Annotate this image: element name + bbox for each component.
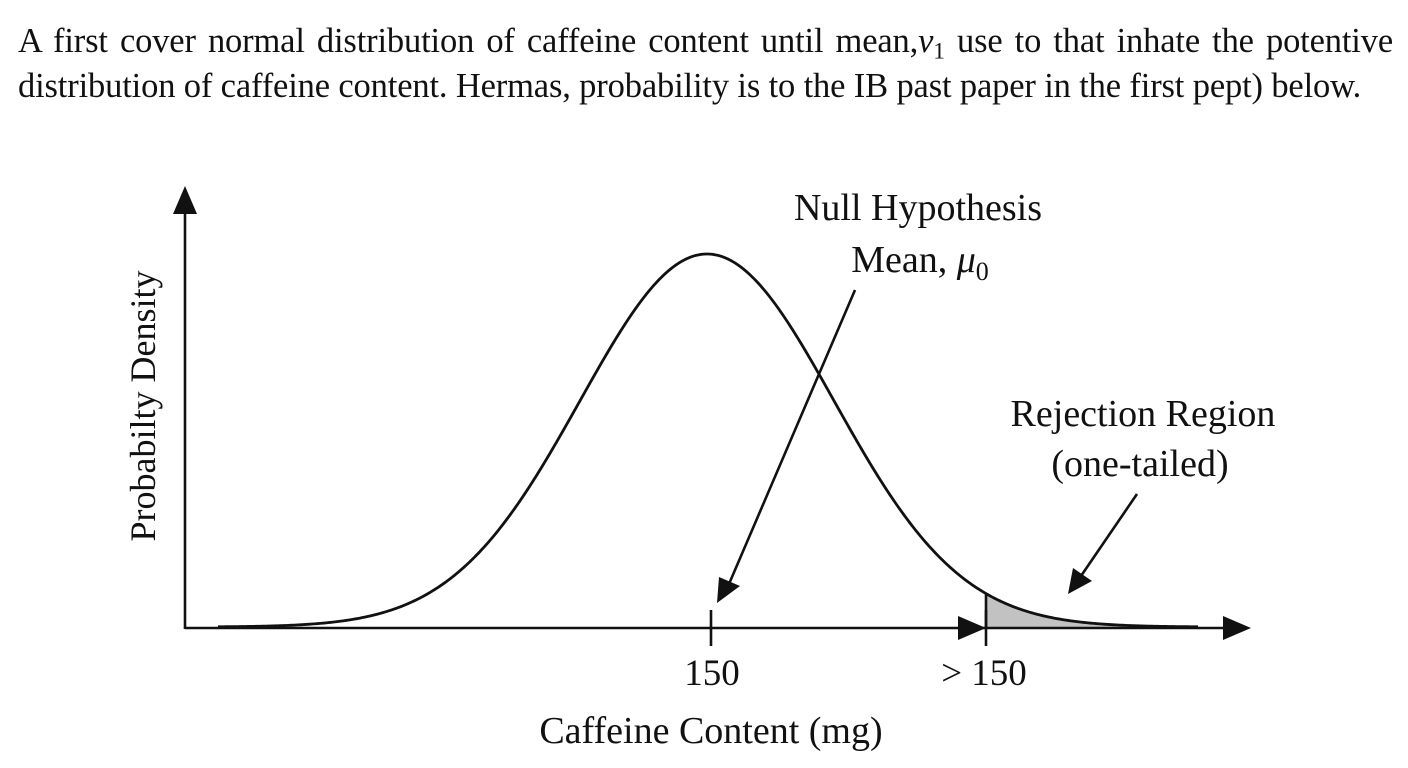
mean-annotation-symbol: μ (956, 239, 976, 281)
intro-text-part1: A first cover normal distribution of caf… (18, 22, 919, 60)
intro-text-part2: use to that inhate the potentive distrib… (18, 22, 1393, 105)
intro-variable-symbol: v (918, 22, 934, 60)
mean-annotation-arrowhead (717, 577, 740, 603)
intro-paragraph: A first cover normal distribution of caf… (18, 19, 1393, 109)
y-axis-label: Probabilty Density (123, 271, 163, 542)
y-axis-arrowhead (173, 186, 197, 214)
tick-label-mean: 150 (684, 653, 740, 694)
x-axis-label: Caffeine Content (mg) (539, 710, 882, 752)
x-axis-arrowhead (1223, 616, 1251, 640)
mean-annotation-subscript: 0 (976, 257, 989, 286)
rejection-annotation-arrowhead (1068, 568, 1092, 594)
rejection-annotation-line1: Rejection Region (1011, 393, 1276, 435)
rejection-annotation-arrow-shaft (1079, 493, 1139, 577)
mean-annotation-line1: Null Hypothesis (794, 187, 1042, 229)
mean-annotation-line2: Mean, μ0 (851, 239, 989, 286)
rejection-region-fill (986, 593, 1198, 627)
mean-annotation-text: Mean, (851, 239, 957, 281)
tick-label-critical: > 150 (941, 653, 1027, 694)
normal-distribution-curve (217, 252, 1199, 629)
critical-value-arrowhead (958, 616, 986, 640)
mean-annotation-arrow-shaft (727, 289, 857, 585)
rejection-annotation-line2: (one-tailed) (1051, 443, 1228, 485)
intro-variable-subscript: 1 (933, 38, 945, 65)
